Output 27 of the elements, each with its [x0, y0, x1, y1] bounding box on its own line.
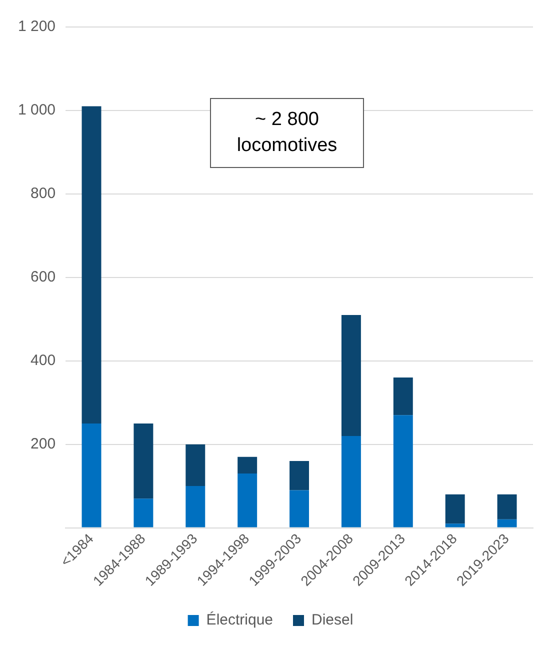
annotation: ~ 2 800 locomotives [210, 98, 364, 168]
bar [290, 490, 310, 528]
bar [186, 444, 206, 486]
bar [341, 314, 361, 436]
bar [238, 474, 258, 528]
legend-label: Diesel [312, 612, 354, 629]
bar [134, 498, 154, 528]
bar [445, 494, 465, 524]
bar [497, 494, 517, 520]
bar [290, 461, 310, 490]
y-tick-label: 600 [30, 268, 56, 286]
y-tick-label: 200 [30, 435, 56, 452]
y-tick-label: 1 200 [18, 18, 56, 36]
bar [186, 486, 206, 528]
bar [82, 423, 102, 528]
bar [238, 456, 258, 474]
legend-label: Électrique [206, 610, 274, 629]
bar [341, 436, 361, 528]
bar [82, 106, 102, 424]
bar [445, 524, 465, 528]
y-tick-label: 800 [30, 185, 56, 202]
bar [497, 519, 517, 528]
y-tick-label: 1 000 [18, 102, 56, 119]
y-tick-label: 400 [30, 352, 56, 369]
bar [393, 415, 413, 528]
bar [393, 378, 413, 416]
bar [134, 423, 154, 499]
